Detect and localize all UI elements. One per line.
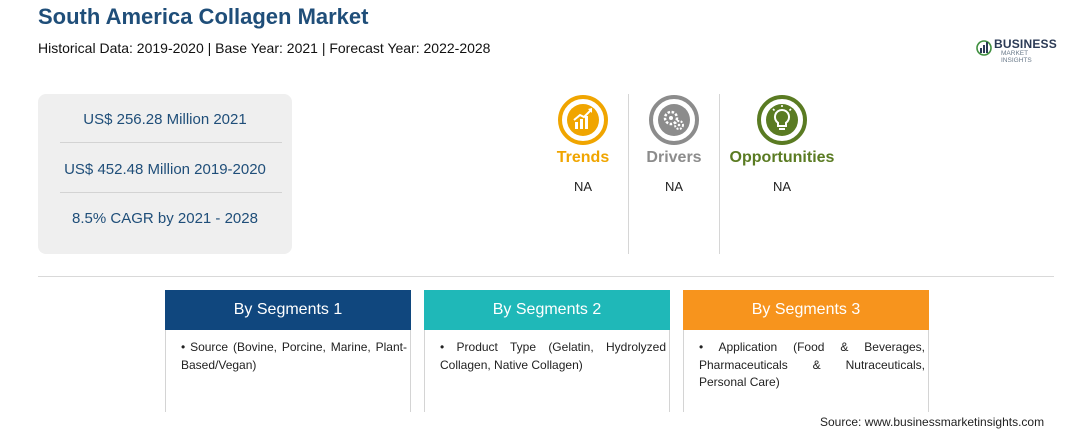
key-factor-trends: Trends NA	[528, 94, 638, 254]
drivers-label: Drivers	[646, 149, 702, 166]
trends-label: Trends	[556, 149, 610, 166]
segment-card-1: By Segments 1 • Source (Bovine, Porcine,…	[165, 290, 411, 412]
segment-2-title: By Segments 2	[424, 290, 670, 330]
bullet-icon: •	[181, 340, 186, 354]
trend-chart-icon	[558, 95, 608, 145]
key-factor-opportunities: Opportunities NA	[727, 94, 837, 254]
market-stats-panel: US$ 256.28 Million 2021 US$ 452.48 Milli…	[38, 94, 292, 254]
gears-icon	[649, 95, 699, 145]
page-title: South America Collagen Market	[38, 4, 369, 29]
segment-card-2: By Segments 2 • Product Type (Gelatin, H…	[424, 290, 670, 412]
key-factor-divider	[628, 94, 629, 254]
segment-1-body: • Source (Bovine, Porcine, Marine, Plant…	[165, 330, 411, 412]
logo-name: BUSINESS	[994, 37, 1057, 51]
segment-1-text: Source (Bovine, Porcine, Marine, Plant-B…	[181, 340, 407, 372]
stat-divider	[60, 142, 282, 143]
opportunities-value: NA	[772, 179, 792, 194]
segment-3-text: Application (Food & Beverages, Pharmaceu…	[699, 340, 925, 389]
trends-value: NA	[573, 179, 593, 194]
logo-tagline: MARKET INSIGHTS	[1001, 50, 1032, 64]
segment-card-3: By Segments 3 • Application (Food & Beve…	[683, 290, 929, 412]
source-credit: Source: www.businessmarketinsights.com	[820, 415, 1045, 429]
key-factor-drivers: Drivers NA	[619, 94, 729, 254]
business-market-insights-logo[interactable]: BUSINESS MARKET INSIGHTS	[976, 36, 1058, 64]
stat-cagr: 8.5% CAGR by 2021 - 2028	[72, 210, 258, 227]
section-divider	[38, 276, 1054, 277]
drivers-value: NA	[664, 179, 684, 194]
page-subtitle: Historical Data: 2019-2020 | Base Year: …	[38, 40, 491, 56]
logo-globe-icon	[976, 40, 992, 56]
key-factor-divider	[719, 94, 720, 254]
segment-1-title: By Segments 1	[165, 290, 411, 330]
opportunities-label: Opportunities	[729, 149, 835, 166]
segment-3-title: By Segments 3	[683, 290, 929, 330]
segment-2-text: Product Type (Gelatin, Hydrolyzed Collag…	[440, 340, 667, 372]
segment-2-body: • Product Type (Gelatin, Hydrolyzed Coll…	[424, 330, 670, 412]
segment-3-body: • Application (Food & Beverages, Pharmac…	[683, 330, 929, 412]
bullet-icon: •	[699, 340, 704, 354]
stat-divider	[60, 192, 282, 193]
lightbulb-icon	[757, 95, 807, 145]
stat-market-size-historical: US$ 452.48 Million 2019-2020	[64, 161, 266, 178]
stat-market-size-2021: US$ 256.28 Million 2021	[83, 111, 247, 128]
bullet-icon: •	[440, 340, 445, 354]
